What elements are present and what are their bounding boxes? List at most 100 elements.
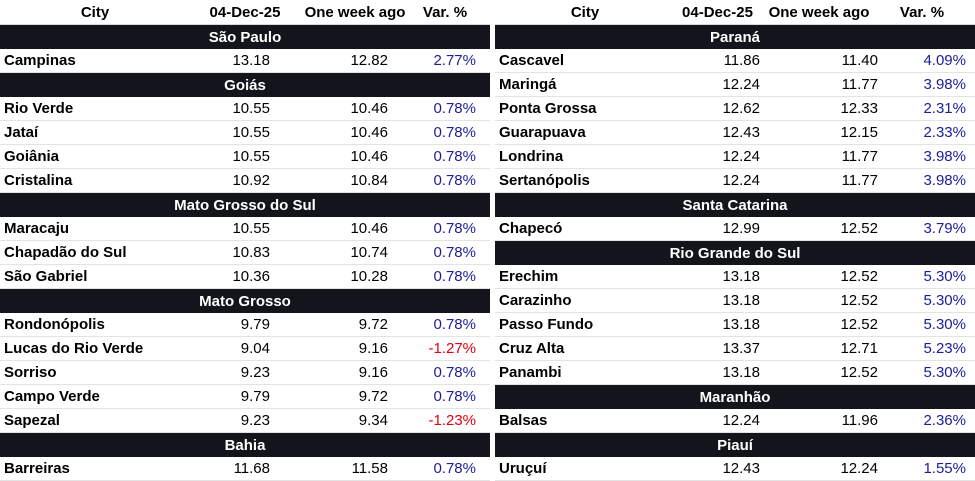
price-today-cell: 10.55 xyxy=(232,124,270,141)
city-cell: Barreiras xyxy=(4,460,70,477)
table-row: Barreiras 11.68 11.58 0.78% xyxy=(0,457,490,481)
variation-cell: 0.78% xyxy=(433,364,476,381)
variation-cell: 2.31% xyxy=(923,100,966,117)
variation-cell: 0.78% xyxy=(433,100,476,117)
header-var: Var. % xyxy=(422,3,468,21)
price-week-ago-cell: 10.84 xyxy=(350,172,388,189)
table-row: Campinas 13.18 12.82 2.77% xyxy=(0,49,490,73)
table-row: Londrina 12.24 11.77 3.98% xyxy=(495,145,975,169)
right-price-table: City 04-Dec-25 One week ago Var. % Paran… xyxy=(495,0,975,481)
price-week-ago-cell: 9.16 xyxy=(358,340,388,357)
variation-cell: 3.98% xyxy=(923,76,966,93)
header-row: City 04-Dec-25 One week ago Var. % xyxy=(0,0,490,25)
price-today-cell: 12.24 xyxy=(722,172,760,189)
city-cell: Guarapuava xyxy=(499,124,586,141)
region-header: Mato Grosso xyxy=(0,289,490,313)
table-row: Ponta Grossa 12.62 12.33 2.31% xyxy=(495,97,975,121)
price-today-cell: 10.55 xyxy=(232,100,270,117)
variation-cell: 0.78% xyxy=(433,244,476,261)
city-cell: Cascavel xyxy=(499,52,565,69)
price-week-ago-cell: 12.33 xyxy=(840,100,878,117)
price-week-ago-cell: 11.77 xyxy=(841,76,878,93)
table-row: Maringá 12.24 11.77 3.98% xyxy=(495,73,975,97)
price-today-cell: 12.43 xyxy=(722,124,760,141)
price-today-cell: 9.04 xyxy=(240,340,270,357)
header-date: 04-Dec-25 xyxy=(209,3,281,21)
table-row: Uruçuí 12.43 12.24 1.55% xyxy=(495,457,975,481)
variation-cell: 3.98% xyxy=(923,148,966,165)
region-header: Maranhão xyxy=(495,385,975,409)
price-today-cell: 12.43 xyxy=(722,460,760,477)
price-week-ago-cell: 11.77 xyxy=(841,172,878,189)
variation-cell: 2.33% xyxy=(923,124,966,141)
price-week-ago-cell: 9.34 xyxy=(358,412,388,429)
table-row: São Gabriel 10.36 10.28 0.78% xyxy=(0,265,490,289)
variation-cell: 5.30% xyxy=(923,316,966,333)
region-header: Piauí xyxy=(495,433,975,457)
price-today-cell: 10.55 xyxy=(232,148,270,165)
price-week-ago-cell: 12.52 xyxy=(840,268,878,285)
variation-cell: 3.79% xyxy=(923,220,966,237)
header-date: 04-Dec-25 xyxy=(682,3,753,21)
price-today-cell: 10.83 xyxy=(232,244,270,261)
header-row: City 04-Dec-25 One week ago Var. % xyxy=(495,0,975,25)
price-today-cell: 10.55 xyxy=(232,220,270,237)
price-week-ago-cell: 10.46 xyxy=(350,220,388,237)
city-cell: Rondonópolis xyxy=(4,316,105,333)
city-cell: Jataí xyxy=(4,124,39,141)
table-row: Carazinho 13.18 12.52 5.30% xyxy=(495,289,975,313)
left-price-table: City 04-Dec-25 One week ago Var. % São P… xyxy=(0,0,490,481)
price-week-ago-cell: 12.82 xyxy=(350,52,388,69)
table-row: Cristalina 10.92 10.84 0.78% xyxy=(0,169,490,193)
table-row: Sorriso 9.23 9.16 0.78% xyxy=(0,361,490,385)
header-city: City xyxy=(80,3,110,21)
right-table-body: Paraná Cascavel 11.86 11.40 4.09% Maringá 12.2… xyxy=(495,25,975,481)
price-week-ago-cell: 11.40 xyxy=(841,52,878,69)
price-week-ago-cell: 12.15 xyxy=(840,124,878,141)
region-header: Mato Grosso do Sul xyxy=(0,193,490,217)
city-cell: Chapecó xyxy=(499,220,563,237)
price-today-cell: 13.18 xyxy=(722,364,760,381)
variation-cell: 0.78% xyxy=(433,268,476,285)
price-today-cell: 12.24 xyxy=(722,412,760,429)
variation-cell: 2.36% xyxy=(923,412,966,429)
header-city: City xyxy=(570,3,600,21)
city-cell: Uruçuí xyxy=(499,460,547,477)
price-today-cell: 9.23 xyxy=(240,364,270,381)
variation-cell: 0.78% xyxy=(433,388,476,405)
price-week-ago-cell: 9.72 xyxy=(358,316,388,333)
table-row: Passo Fundo 13.18 12.52 5.30% xyxy=(495,313,975,337)
city-cell: Passo Fundo xyxy=(499,316,594,333)
table-row: Balsas 12.24 11.96 2.36% xyxy=(495,409,975,433)
price-week-ago-cell: 12.71 xyxy=(840,340,878,357)
city-cell: Maringá xyxy=(499,76,557,93)
price-today-cell: 11.68 xyxy=(233,460,270,477)
table-row: Cascavel 11.86 11.40 4.09% xyxy=(495,49,975,73)
region-header: Santa Catarina xyxy=(495,193,975,217)
price-week-ago-cell: 12.52 xyxy=(840,364,878,381)
price-week-ago-cell: 9.72 xyxy=(358,388,388,405)
region-header: Bahia xyxy=(0,433,490,457)
variation-cell: 1.55% xyxy=(923,460,966,477)
variation-cell: 5.30% xyxy=(923,292,966,309)
price-today-cell: 13.18 xyxy=(722,268,760,285)
city-cell: Cristalina xyxy=(4,172,73,189)
region-header: Paraná xyxy=(495,25,975,49)
price-week-ago-cell: 12.52 xyxy=(840,220,878,237)
city-cell: Chapadão do Sul xyxy=(4,244,127,261)
table-row: Chapecó 12.99 12.52 3.79% xyxy=(495,217,975,241)
city-cell: Lucas do Rio Verde xyxy=(4,340,144,357)
price-today-cell: 13.18 xyxy=(232,52,270,69)
price-today-cell: 9.79 xyxy=(240,316,270,333)
table-row: Guarapuava 12.43 12.15 2.33% xyxy=(495,121,975,145)
variation-cell: 0.78% xyxy=(433,172,476,189)
variation-cell: -1.27% xyxy=(428,340,476,357)
region-header: Rio Grande do Sul xyxy=(495,241,975,265)
variation-cell: 5.30% xyxy=(923,268,966,285)
variation-cell: -1.23% xyxy=(428,412,476,429)
header-var: Var. % xyxy=(899,3,945,21)
city-cell: Balsas xyxy=(499,412,548,429)
price-today-cell: 13.18 xyxy=(722,292,760,309)
table-row: Sertanópolis 12.24 11.77 3.98% xyxy=(495,169,975,193)
city-cell: Cruz Alta xyxy=(499,340,565,357)
